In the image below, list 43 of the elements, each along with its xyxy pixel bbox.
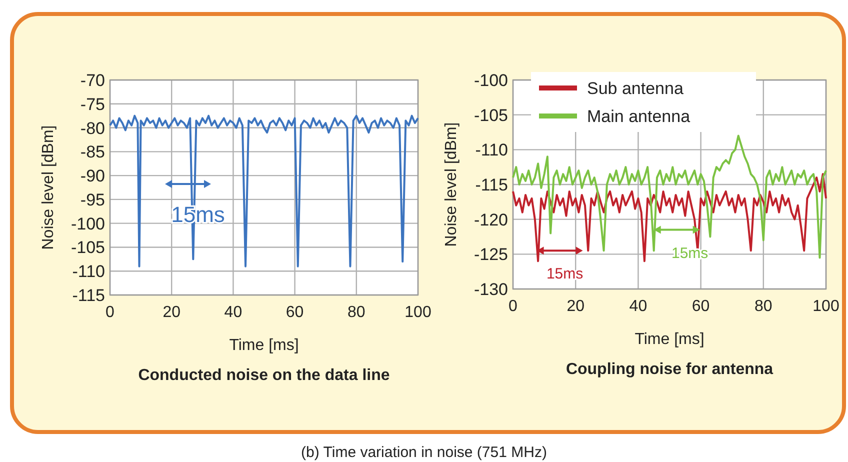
x-tick-label: 100 (404, 304, 432, 321)
x-tick-label: 40 (629, 298, 648, 315)
y-tick-label: -120 (474, 210, 508, 230)
legend-label: Sub antenna (587, 79, 684, 98)
text: (b) Time variation in noise (751 MHz) (301, 444, 547, 461)
y-tick-label: -105 (70, 238, 105, 258)
x-tick-label: 100 (812, 298, 840, 315)
line-series (109, 114, 419, 268)
y-tick-label: -85 (80, 142, 105, 162)
x-tick-label: 80 (348, 304, 366, 321)
y-axis-title: Noise level [dBm] (40, 125, 57, 250)
x-tick-label: 20 (566, 298, 585, 315)
y-tick-label: -75 (80, 94, 105, 114)
y-tick-label: -110 (72, 262, 105, 282)
line-series (512, 134, 827, 259)
text: Conducted noise on the data line (138, 367, 390, 384)
x-tick-label: 60 (286, 304, 304, 321)
x-tick-label: 60 (692, 298, 710, 315)
annotation: 15ms (672, 244, 708, 262)
x-axis-title: Time [ms] (634, 331, 704, 348)
y-tick-label: -115 (475, 176, 508, 194)
y-tick-label: -110 (475, 140, 508, 160)
x-tick-label: 40 (224, 304, 242, 321)
x-tick-label: 80 (754, 298, 772, 315)
y-tick-label: -115 (72, 286, 105, 305)
y-tick-label: -100 (70, 214, 105, 234)
legend-label: Main antenna (587, 107, 691, 126)
y-axis-title: Noise level [dBm] (443, 122, 460, 247)
y-tick-label: -90 (80, 166, 105, 186)
y-tick-label: -80 (80, 118, 105, 138)
text: Coupling noise for antenna (566, 361, 774, 378)
line-series (512, 173, 827, 262)
y-tick-label: -130 (474, 280, 508, 299)
y-tick-label: -105 (474, 106, 508, 125)
x-axis-title: Time [ms] (229, 337, 299, 354)
x-tick-label: 0 (508, 298, 518, 315)
x-tick-label: 20 (162, 304, 181, 321)
y-tick-label: -125 (474, 245, 508, 264)
y-tick-label: -95 (80, 190, 105, 210)
x-tick-label: 0 (106, 304, 115, 321)
annotation: 15ms (546, 266, 584, 283)
y-tick-label: -100 (474, 71, 508, 90)
y-tick-label: -70 (80, 71, 105, 90)
